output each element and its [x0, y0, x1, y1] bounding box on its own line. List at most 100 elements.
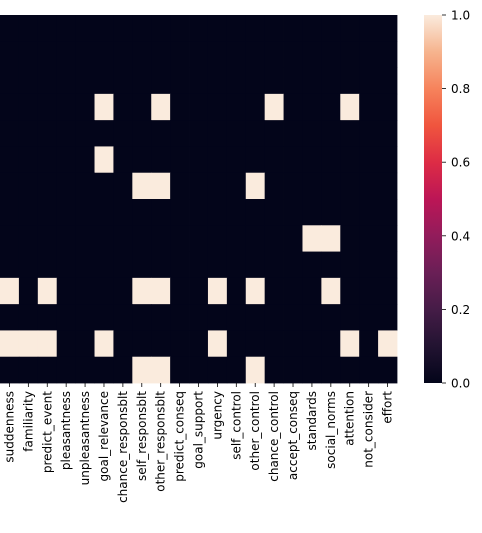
- heatmap-cell: [113, 330, 133, 358]
- heatmap-cell: [189, 15, 209, 42]
- heatmap-cell: [264, 277, 284, 305]
- heatmap-cell: [245, 15, 266, 42]
- heatmap-cell: [132, 251, 152, 279]
- heatmap-cell: [302, 330, 322, 358]
- heatmap-cell: [170, 330, 190, 358]
- heatmap-cell: [170, 277, 190, 305]
- x-tick-label: chance_responsblt: [116, 391, 130, 503]
- heatmap-cell: [151, 251, 171, 279]
- heatmap-cell: [56, 356, 77, 384]
- heatmap-cell: [75, 356, 95, 384]
- heatmap-cell: [302, 199, 322, 226]
- x-tick-label: goal_support: [192, 391, 206, 469]
- heatmap-cell: [359, 146, 379, 174]
- heatmap-cell: [264, 172, 284, 200]
- heatmap-cell: [170, 199, 190, 226]
- heatmap-cell: [207, 15, 228, 42]
- heatmap-cell: [132, 120, 152, 147]
- heatmap-cell: [94, 251, 114, 279]
- heatmap-cells: [0, 15, 398, 384]
- heatmap-cell: [245, 304, 266, 331]
- heatmap-cell: [18, 67, 39, 95]
- heatmap-cell: [283, 251, 303, 279]
- heatmap-cell: [94, 172, 114, 200]
- heatmap-cell: [18, 251, 39, 279]
- heatmap-cell: [302, 277, 322, 305]
- heatmap-cell: [226, 251, 247, 279]
- heatmap-cell: [359, 120, 379, 147]
- heatmap-cell: [207, 172, 228, 200]
- heatmap-cell: [170, 15, 190, 42]
- heatmap-cell: [207, 199, 228, 226]
- x-tick-label: urgency: [210, 391, 224, 440]
- heatmap-cell: [18, 146, 39, 174]
- heatmap-cell: [283, 225, 303, 252]
- heatmap-cell: [37, 356, 58, 384]
- heatmap-cell: [75, 120, 95, 147]
- heatmap-cell: [283, 146, 303, 174]
- heatmap-cell: [151, 330, 171, 358]
- heatmap-cell: [170, 93, 190, 121]
- heatmap-cell: [94, 67, 114, 95]
- heatmap-cell: [75, 172, 95, 200]
- heatmap-cell: [207, 277, 228, 305]
- heatmap-cell: [245, 41, 266, 68]
- heatmap-cell: [321, 199, 341, 226]
- heatmap-cell: [132, 93, 152, 121]
- colorbar: [424, 15, 442, 383]
- heatmap-cell: [321, 15, 341, 42]
- heatmap-cell: [283, 67, 303, 95]
- heatmap-cell: [18, 356, 39, 384]
- heatmap-cell: [359, 225, 379, 252]
- heatmap-cell: [94, 356, 114, 384]
- heatmap-cell: [245, 330, 266, 358]
- heatmap-cell: [75, 225, 95, 252]
- heatmap-cell: [37, 93, 58, 121]
- heatmap-cell: [151, 172, 171, 200]
- heatmap-cell: [94, 120, 114, 147]
- heatmap-cell: [0, 304, 20, 331]
- heatmap-cell: [207, 225, 228, 252]
- heatmap-cell: [37, 15, 58, 42]
- heatmap-cell: [226, 199, 247, 226]
- heatmap-cell: [378, 199, 398, 226]
- heatmap-cell: [302, 172, 322, 200]
- heatmap-cell: [378, 172, 398, 200]
- heatmap-cell: [56, 225, 77, 252]
- heatmap-cell: [151, 356, 171, 384]
- heatmap-cell: [189, 330, 209, 358]
- heatmap-cell: [0, 225, 20, 252]
- heatmap-cell: [18, 15, 39, 42]
- heatmap-cell: [359, 199, 379, 226]
- heatmap-cell: [113, 225, 133, 252]
- heatmap-cell: [75, 67, 95, 95]
- heatmap-cell: [283, 93, 303, 121]
- heatmap-cell: [151, 277, 171, 305]
- heatmap-cell: [56, 15, 77, 42]
- colorbar-tick-label: 0.0: [451, 377, 470, 391]
- heatmap-cell: [170, 304, 190, 331]
- heatmap-cell: [113, 146, 133, 174]
- heatmap-cell: [113, 41, 133, 68]
- heatmap-cell: [75, 277, 95, 305]
- heatmap-cell: [245, 120, 266, 147]
- heatmap-cell: [132, 15, 152, 42]
- heatmap-cell: [321, 172, 341, 200]
- heatmap-cell: [37, 67, 58, 95]
- heatmap-cell: [18, 199, 39, 226]
- x-tick-label: accept_conseq: [286, 391, 300, 480]
- heatmap-cell: [302, 67, 322, 95]
- heatmap-cell: [94, 277, 114, 305]
- heatmap-cell: [18, 330, 39, 358]
- heatmap-cell: [94, 330, 114, 358]
- heatmap-cell: [340, 146, 360, 174]
- heatmap-cell: [75, 199, 95, 226]
- x-tick-label: pleasantness: [59, 391, 73, 470]
- heatmap-cell: [132, 356, 152, 384]
- heatmap-cell: [18, 93, 39, 121]
- heatmap-cell: [321, 67, 341, 95]
- heatmap-cell: [113, 172, 133, 200]
- colorbar-tick-label: 0.6: [451, 156, 470, 170]
- heatmap-cell: [0, 15, 20, 42]
- heatmap-cell: [264, 15, 284, 42]
